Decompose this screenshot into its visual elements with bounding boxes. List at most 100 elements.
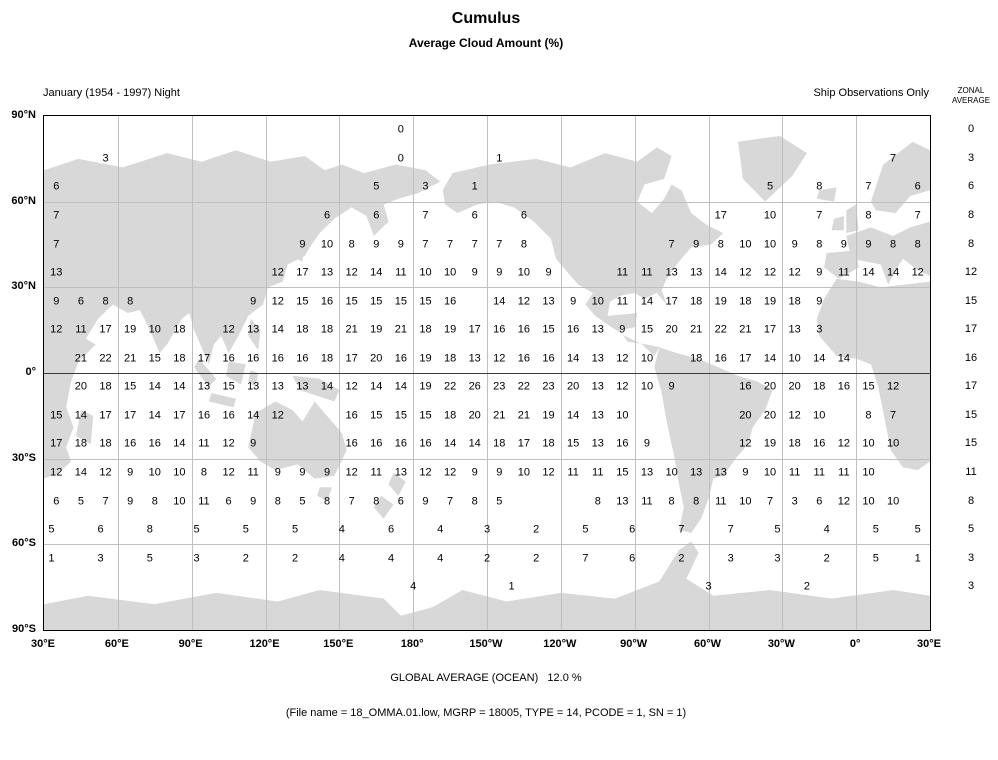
cell-value: 3 xyxy=(102,152,109,165)
cell-value: 7 xyxy=(447,495,454,507)
cell-value: 3 xyxy=(791,495,798,507)
cell-value: 10 xyxy=(886,437,900,450)
cell-value: 11 xyxy=(567,466,579,479)
cell-value: 10 xyxy=(517,266,531,279)
cell-value: 11 xyxy=(198,437,210,450)
cell-value: 5 xyxy=(146,552,153,565)
cell-value: 16 xyxy=(493,323,506,336)
cell-value: 2 xyxy=(533,552,540,565)
zonal-average-value: 16 xyxy=(964,351,978,364)
zonal-average-value: 15 xyxy=(964,408,978,421)
lon-tick-label: 90°W xyxy=(620,638,648,650)
cell-value: 6 xyxy=(387,523,395,536)
cell-value: 18 xyxy=(542,437,555,450)
cell-value: 6 xyxy=(323,209,331,222)
cell-value: 15 xyxy=(345,295,358,308)
grid-line-equator xyxy=(44,373,930,374)
cell-value: 10 xyxy=(640,380,654,393)
page-subtitle: Average Cloud Amount (%) xyxy=(408,36,564,50)
cell-value: 8 xyxy=(668,495,675,507)
cell-value: 12 xyxy=(616,380,629,393)
cell-value: 8 xyxy=(323,495,331,507)
cell-value: 1 xyxy=(496,152,503,165)
cell-value: 17 xyxy=(763,323,777,336)
cell-value: 18 xyxy=(74,437,88,450)
cell-value: 19 xyxy=(419,380,432,393)
cell-value: 13 xyxy=(591,409,604,422)
cell-value: 0 xyxy=(397,152,404,165)
cell-value: 8 xyxy=(146,523,153,536)
region-europe-mainland xyxy=(846,221,930,285)
lat-tick-label: 60°N xyxy=(11,194,36,207)
region-iberia xyxy=(824,250,859,279)
cell-value: 3 xyxy=(97,552,104,565)
cell-value: 16 xyxy=(124,437,137,450)
cell-value: 17 xyxy=(50,437,63,450)
cell-value: 14 xyxy=(394,380,407,393)
period-label: January (1954 - 1997) Night xyxy=(43,87,180,99)
cell-value: 5 xyxy=(373,180,380,193)
cell-value: 7 xyxy=(496,238,503,250)
cell-value: 16 xyxy=(222,409,235,422)
cell-value: 9 xyxy=(250,495,257,507)
cell-value: 9 xyxy=(816,295,823,308)
island-madagascar xyxy=(75,410,94,445)
cell-value: 8 xyxy=(102,295,109,308)
cell-value: 13 xyxy=(591,380,604,393)
cell-value: 18 xyxy=(690,352,703,365)
cell-value: 14 xyxy=(173,380,186,393)
cell-value: 8 xyxy=(373,495,380,507)
cell-value: 0 xyxy=(397,123,404,136)
cell-value: 1 xyxy=(508,580,515,593)
cell-value: 13 xyxy=(50,266,63,279)
cell-value: 7 xyxy=(422,209,429,222)
cell-value: 14 xyxy=(567,409,580,422)
cell-value: 7 xyxy=(890,152,897,165)
cell-value: 13 xyxy=(320,266,334,279)
cell-value: 9 xyxy=(693,238,700,250)
cell-value: 12 xyxy=(271,266,284,279)
cell-value: 15 xyxy=(640,323,654,336)
cell-value: 7 xyxy=(582,552,589,565)
cell-value: 9 xyxy=(643,437,651,450)
cell-value: 16 xyxy=(148,437,161,450)
cell-value: 13 xyxy=(247,323,260,336)
lon-tick-label: 180° xyxy=(400,638,424,650)
cell-value: 12 xyxy=(616,352,629,365)
cell-value: 10 xyxy=(763,238,777,250)
cell-value: 9 xyxy=(619,323,626,336)
island-tasmania xyxy=(317,487,332,502)
cell-value: 15 xyxy=(370,295,383,308)
cell-value: 6 xyxy=(629,552,636,565)
cell-value: 21 xyxy=(517,409,531,422)
cell-value: 19 xyxy=(370,323,383,336)
cell-value: 8 xyxy=(127,295,134,308)
cell-value: 16 xyxy=(222,352,235,365)
cell-value: 9 xyxy=(668,380,675,393)
cell-value: 16 xyxy=(271,352,284,365)
cell-value: 3 xyxy=(816,323,823,336)
island-ireland xyxy=(831,215,844,231)
cell-value: 13 xyxy=(197,380,211,393)
grid-line-horizontal xyxy=(44,287,930,289)
cell-value: 17 xyxy=(173,409,186,422)
cell-value: 19 xyxy=(443,323,457,336)
cell-value: 10 xyxy=(616,409,629,422)
cell-value: 12 xyxy=(419,466,432,479)
cell-value: 6 xyxy=(53,495,60,507)
cell-value: 16 xyxy=(517,323,531,336)
cell-value: 11 xyxy=(641,495,653,507)
lat-tick-label: 30°N xyxy=(11,280,36,293)
cell-value: 16 xyxy=(345,409,358,422)
cell-value: 10 xyxy=(443,266,457,279)
cell-value: 11 xyxy=(788,466,801,479)
cell-value: 13 xyxy=(616,495,629,507)
cell-value: 12 xyxy=(271,409,284,422)
cell-value: 6 xyxy=(397,495,404,507)
cell-value: 12 xyxy=(443,466,457,479)
source-label: Ship Observations Only xyxy=(813,87,929,99)
cell-value: 12 xyxy=(739,266,752,279)
cell-value: 17 xyxy=(197,352,211,365)
cell-value: 13 xyxy=(296,380,309,393)
cell-value: 3 xyxy=(727,552,734,565)
